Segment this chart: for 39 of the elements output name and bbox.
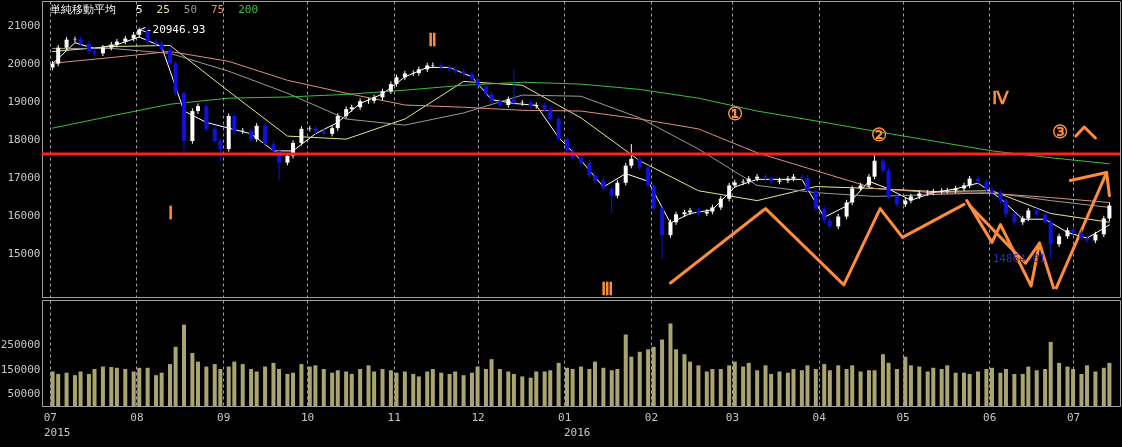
text: 50 [183,3,198,16]
x-tick-label: 07 [43,410,57,424]
series-label: 5 [136,3,143,16]
x-tick-label: 07 [1066,410,1081,424]
annotation: Ⅲ [601,278,613,299]
text: 2015 [44,426,71,439]
x-tick-label: 11 [387,410,401,424]
annotation: Ⅰ [167,202,173,223]
y-tick-label: 250000 [0,337,41,351]
y-tick-label: 150000 [0,362,41,376]
legend-title: 単純移動平均 [50,3,116,16]
x-tick-label: 09 [217,410,231,424]
annotation: Ⅱ [427,29,437,50]
x-tick-label: 08 [130,410,144,424]
annotation: <-20946.93 [139,22,206,36]
annotation: ③ [1052,121,1068,142]
text: 75 [211,3,225,16]
annotation: Ⅳ [991,87,1009,108]
y-tick-label: 18000 [7,133,41,147]
y-tick-label: 16000 [7,208,41,222]
x-tick-label: 03 [725,410,740,424]
x-tick-label: 06 [983,410,997,424]
text: 25 [156,3,170,16]
x-tick-label: 04 [812,410,827,424]
x-tick-label: 10 [300,410,315,424]
y-tick-label: 50000 [7,387,41,401]
x-tick-label: 05 [896,410,910,424]
x-tick-label: 02 [644,410,659,424]
x-tick-label: 12 [471,410,485,424]
annotation: ① [727,103,743,124]
text: 2016 [564,426,591,439]
x-tick-label: 01 [558,410,572,424]
annotation: ② [871,124,887,145]
y-tick-label: 17000 [7,170,41,184]
y-tick-label: 20000 [7,57,41,71]
y-tick-label: 21000 [7,19,41,33]
y-tick-label: 15000 [7,246,41,260]
text: 200 [238,3,259,16]
y-tick-label: 19000 [7,95,41,109]
